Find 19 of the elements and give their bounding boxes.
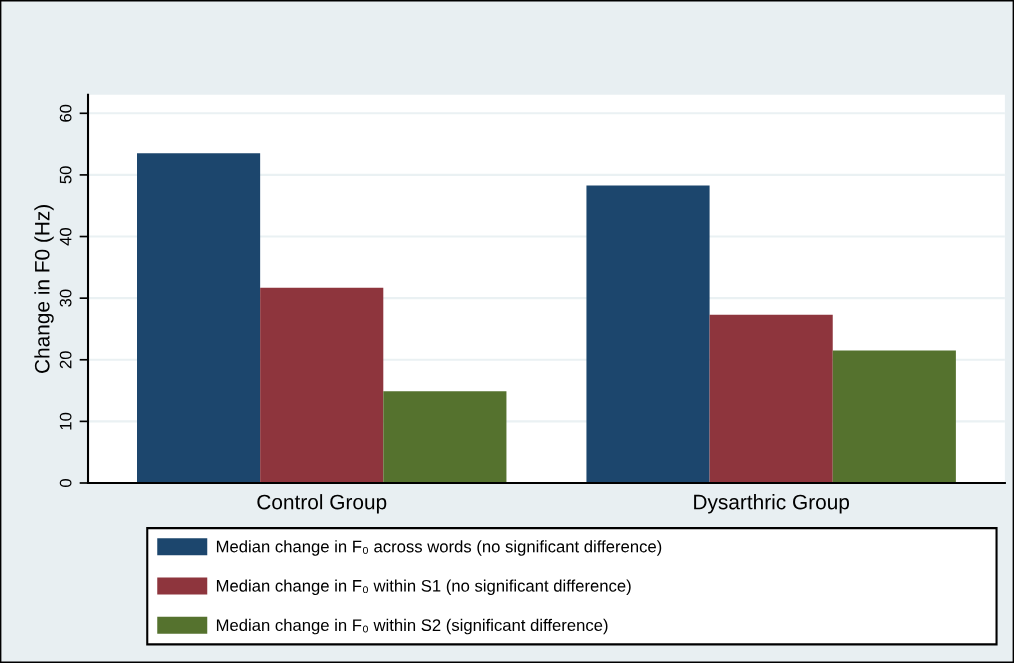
legend-label: Median change in F₀ within S2 (significant difference) — [216, 618, 608, 635]
y-tick-label: 10 — [59, 412, 72, 430]
legend-label: Median change in F₀ across words (no significant difference) — [216, 540, 662, 556]
y-tick-label: 60 — [59, 104, 72, 122]
y-tick-label: 20 — [59, 351, 72, 369]
y-tick-label: 30 — [59, 289, 72, 307]
bar — [383, 391, 507, 483]
bar — [260, 287, 384, 483]
y-tick-label: 40 — [59, 227, 72, 246]
x-tick-label: Dysarthric Group — [694, 494, 850, 514]
y-tick-label: 50 — [59, 166, 72, 184]
legend-label: Median change in F₀ within S1 (no significant difference) — [216, 579, 631, 596]
x-tick-label: Control Group — [257, 494, 387, 514]
bar — [832, 350, 956, 483]
bar — [709, 314, 833, 483]
bar — [137, 153, 261, 483]
y-axis-title: Change in F0 (Hz) — [34, 205, 54, 373]
y-tick-label: 0 — [59, 479, 72, 487]
bar — [586, 185, 710, 483]
